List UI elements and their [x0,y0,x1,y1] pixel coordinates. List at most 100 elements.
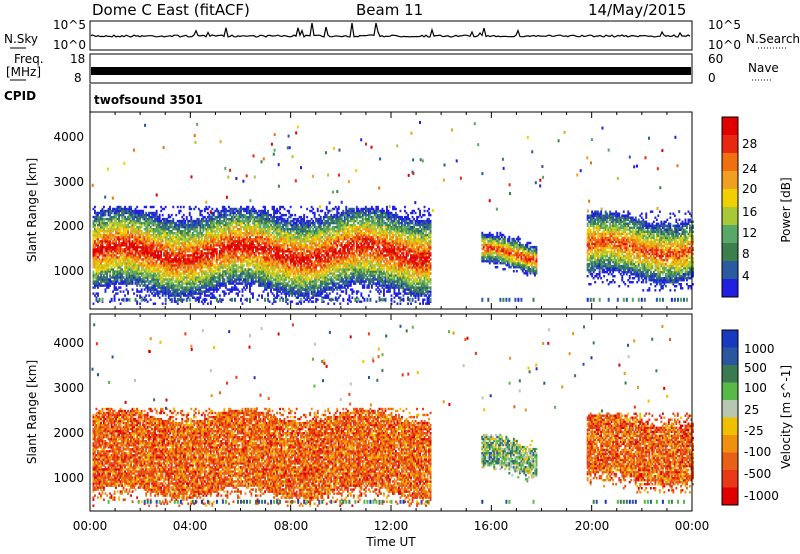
echo-cell [184,240,187,243]
echo-cell [228,248,230,251]
echo-cell [110,230,113,233]
echo-cell [203,240,206,243]
echo-cell [200,272,203,275]
echo-cell [217,282,220,285]
echo-cell [172,234,175,237]
echo-cell [169,244,172,247]
echo-cell [185,258,188,261]
echo-cell [191,219,194,223]
echo-cell [199,266,202,269]
echo-cell [166,223,169,227]
echo-cell [190,221,193,225]
echo-cell [139,223,142,227]
echo-cell [113,221,116,225]
echo-cell [188,213,191,217]
echo-cell [151,288,154,291]
echo-cell [169,256,172,259]
echo-cell [214,276,217,279]
echo-cell [205,282,208,285]
echo-cell [128,242,131,245]
echo-cell [104,254,107,257]
echo-cell [100,260,102,263]
echo-cell [206,240,209,243]
echo-cell [136,232,139,235]
echo-cell [121,270,123,273]
echo-cell [146,242,149,245]
echo-cell [220,266,223,269]
echo-cell [151,223,154,227]
echo-cell [140,254,143,257]
echo-cell [142,284,145,287]
echo-cell [229,246,232,249]
echo-cell [267,209,269,213]
echo-cell [175,232,178,235]
echo-cell [176,272,179,275]
echo-cell [157,272,160,275]
echo-cell [146,228,149,231]
echo-cell [205,284,208,287]
echo-cell [232,211,235,215]
echo-cell [172,278,175,281]
echo-cell [118,258,120,261]
echo-cell [92,246,95,249]
echo-cell [193,272,196,275]
echo-cell [109,274,111,277]
echo-cell [140,290,143,293]
echo-cell [200,292,203,295]
echo-cell [115,288,117,291]
echo-cell [113,207,116,211]
echo-cell [101,256,104,259]
echo-cell [136,230,139,233]
echo-cell [116,288,119,291]
echo-cell [116,258,119,261]
echo-cell [215,238,218,241]
echo-cell [121,219,123,223]
echo-cell [161,228,164,231]
echo-cell [97,217,99,221]
echo-cell [228,276,230,279]
echo-cell [175,290,178,293]
echo-cell [176,294,179,297]
echo-cell [146,252,149,255]
echo-cell [193,234,196,237]
echo-cell [107,282,110,285]
echo-cell [223,248,226,251]
echo-cell [197,234,200,237]
echo-cell [146,217,149,221]
echo-cell [122,236,125,239]
echo-cell [119,205,122,209]
echo-cell [172,254,175,257]
echo-cell [170,262,173,265]
echo-cell [142,240,145,243]
echo-cell [145,270,148,273]
echo-cell [208,260,211,263]
echo-cell [130,236,132,239]
echo-cell [182,244,185,247]
nsky-tick-bottom: 10^0 [53,38,86,52]
echo-cell [182,240,185,243]
echo-cell [229,244,232,247]
echo-cell [112,223,114,227]
echo-cell [223,223,226,227]
echo-cell [176,290,179,293]
echo-cell [152,236,155,239]
echo-cell [224,266,227,269]
echo-cell [127,223,129,227]
echo-cell [187,286,190,289]
echo-cell [218,280,221,283]
echo-cell [206,225,209,229]
echo-cell [170,286,173,289]
echo-cell [137,217,140,221]
echo-cell [231,260,233,263]
echo-cell [211,248,214,251]
echo-cell [220,225,223,229]
echo-cell [154,278,157,281]
echo-cell [163,250,166,253]
echo-cell [98,228,101,231]
echo-cell [161,292,164,295]
echo-cell [104,270,107,273]
echo-cell [146,225,149,229]
echo-cell [163,217,166,221]
echo-cell [209,276,212,279]
echo-cell [133,230,135,233]
